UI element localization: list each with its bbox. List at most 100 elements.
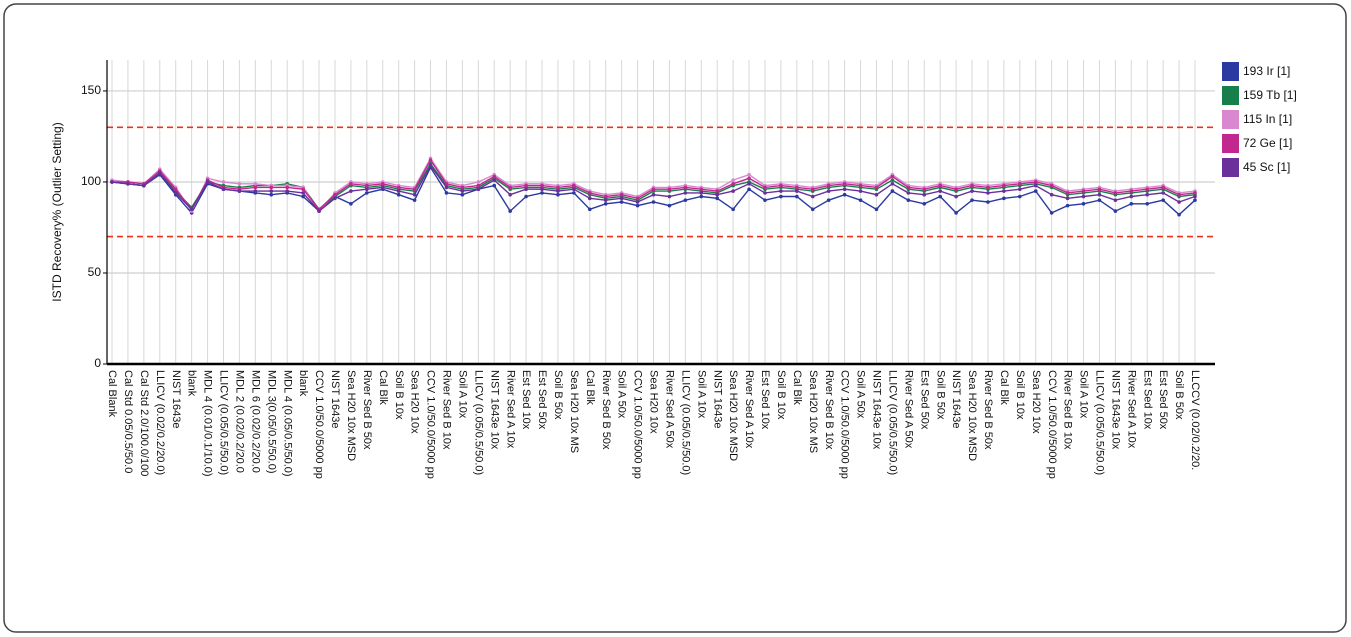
x-tick-label: MDL 4 (0.05/0.5/50.0) — [281, 370, 293, 477]
data-point — [603, 194, 608, 199]
data-point — [524, 194, 528, 199]
data-point — [572, 187, 576, 192]
data-point — [587, 196, 592, 201]
data-point — [587, 207, 592, 212]
data-point — [556, 185, 560, 190]
data-point — [986, 191, 990, 195]
x-tick-label: blank — [186, 370, 198, 397]
data-point — [858, 183, 863, 188]
data-point — [906, 185, 911, 190]
data-point — [954, 187, 958, 192]
x-tick-label: Soil B 50x — [934, 370, 946, 420]
data-point — [747, 187, 751, 192]
data-point — [1033, 189, 1038, 193]
data-point — [142, 183, 146, 188]
data-point — [810, 207, 815, 212]
data-point — [285, 185, 289, 190]
data-point — [221, 187, 226, 192]
x-tick-label: River Sed A 10x — [743, 370, 755, 449]
data-point — [1145, 192, 1150, 197]
data-point — [460, 185, 465, 190]
x-tick-label: NIST 1643e — [170, 370, 182, 429]
data-point — [301, 191, 305, 195]
data-point — [874, 185, 879, 190]
data-point — [922, 187, 927, 192]
data-point — [1145, 202, 1150, 206]
data-point — [763, 191, 767, 195]
data-point — [826, 198, 831, 202]
data-point — [810, 187, 815, 192]
x-tick-label: Sea H20 10x — [1030, 370, 1042, 434]
data-point — [269, 192, 274, 197]
x-tick-label: Est Sed 50x — [918, 370, 930, 430]
x-tick-label: Soil B 10x — [775, 370, 787, 420]
data-point — [412, 198, 417, 202]
data-point — [1049, 211, 1054, 215]
data-point — [556, 189, 560, 193]
x-tick-label: CCV 1.0/50.0/5000 pp — [839, 370, 851, 479]
data-point — [715, 189, 720, 193]
x-tick-label: Sea H20 10x MSD — [727, 370, 739, 461]
data-point — [301, 194, 305, 199]
x-tick-label: NIST 1643e — [950, 370, 962, 429]
legend-swatch — [1222, 110, 1239, 129]
x-tick-label: Est Sed 10x — [520, 370, 532, 430]
data-point — [412, 192, 417, 197]
data-point — [173, 187, 178, 192]
data-point — [938, 189, 942, 193]
data-point — [1081, 194, 1086, 199]
data-point — [157, 171, 162, 175]
data-point — [635, 203, 640, 208]
x-tick-label: Cal Blk — [377, 370, 389, 405]
x-tick-label: Soil A 10x — [695, 370, 707, 419]
data-point — [492, 183, 497, 188]
data-point — [795, 194, 799, 199]
legend-swatch — [1222, 86, 1239, 105]
legend-swatch — [1222, 134, 1239, 153]
x-tick-label: LLICV (0.02/0.2/20.0) — [154, 370, 166, 475]
x-tick-label: MDL 2 (0.02/0.2/20.0 — [234, 370, 246, 473]
data-point — [922, 192, 927, 197]
data-point — [747, 181, 751, 186]
x-tick-label: Cal Blank — [106, 370, 118, 418]
data-point — [890, 178, 895, 182]
x-tick-label: Cal Blk — [998, 370, 1010, 405]
legend-label: 72 Ge [1] — [1243, 136, 1292, 150]
data-point — [476, 183, 481, 188]
x-tick-label: Soil B 50x — [1173, 370, 1185, 420]
data-point — [1161, 198, 1165, 202]
data-point — [890, 181, 895, 186]
data-point — [731, 178, 735, 182]
x-tick-label: MDL 3(0.05/0.5/50.0) — [265, 370, 277, 474]
data-point — [651, 187, 656, 192]
data-point — [396, 189, 401, 193]
data-point — [572, 183, 576, 188]
data-point — [1097, 187, 1102, 192]
data-point — [1097, 198, 1102, 202]
data-point — [237, 181, 242, 186]
data-point — [1097, 192, 1102, 197]
data-point — [619, 196, 624, 201]
x-tick-label: Est Sed 10x — [1141, 370, 1153, 430]
data-point — [1193, 191, 1197, 195]
data-point — [1018, 187, 1022, 192]
data-point — [986, 185, 990, 190]
data-point — [285, 189, 289, 193]
data-point — [444, 185, 449, 190]
legend-label: 193 Ir [1] — [1243, 64, 1290, 78]
data-point — [317, 209, 321, 213]
data-point — [747, 172, 751, 177]
data-point — [1161, 191, 1165, 195]
data-point — [476, 187, 481, 192]
data-point — [460, 189, 465, 193]
data-point — [1018, 181, 1022, 186]
data-point — [667, 203, 672, 208]
legend-label: 45 Sc [1] — [1243, 160, 1290, 174]
data-point — [763, 185, 767, 190]
data-point — [1002, 196, 1006, 201]
data-point — [699, 194, 704, 199]
data-point — [349, 189, 353, 193]
data-point — [970, 183, 974, 188]
x-tick-label: River Sed B 10x — [1062, 370, 1074, 450]
